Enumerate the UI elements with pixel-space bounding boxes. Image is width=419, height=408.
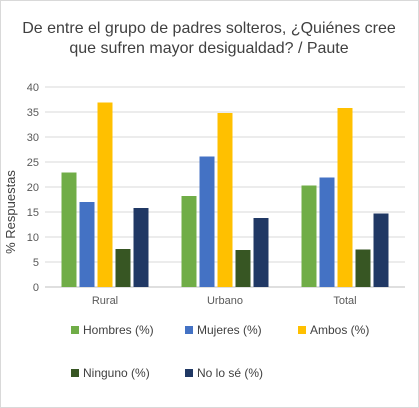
legend-label: Ninguno (%) — [83, 366, 150, 380]
legend-swatch — [185, 369, 193, 377]
bar-urbano-2 — [217, 113, 233, 287]
bar-rural-0 — [61, 172, 77, 287]
bar-total-0 — [301, 185, 317, 287]
legend-label: No lo sé (%) — [197, 366, 263, 380]
bar-rural-1 — [79, 202, 95, 287]
chart-title-line-1: De entre el grupo de padres solteros, ¿Q… — [22, 20, 396, 37]
bar-total-2 — [337, 108, 353, 287]
y-tick-label: 15 — [27, 207, 39, 219]
bar-urbano-4 — [253, 218, 269, 287]
bar-total-1 — [319, 177, 335, 287]
chart-title-line-2: que sufren mayor desigualdad? / Paute — [69, 40, 348, 57]
bar-rural-4 — [133, 208, 149, 287]
y-axis-title: % Respuestas — [3, 170, 18, 254]
x-axis-categories: Rural Urbano Total — [92, 295, 357, 307]
bar-urbano-0 — [181, 196, 197, 287]
bar-urbano-1 — [199, 156, 215, 287]
x-category-label: Rural — [92, 295, 118, 307]
bar-total-3 — [355, 249, 371, 287]
y-tick-label: 35 — [27, 107, 39, 119]
y-tick-label: 40 — [27, 82, 39, 94]
legend-label: Mujeres (%) — [197, 323, 262, 337]
bar-rural-3 — [115, 249, 131, 287]
legend-swatch — [71, 326, 79, 334]
y-axis-ticks: 0 5 10 15 20 25 30 35 40 — [27, 82, 39, 294]
legend-swatch — [71, 369, 79, 377]
y-tick-label: 25 — [27, 157, 39, 169]
bar-total-4 — [373, 213, 389, 287]
y-tick-label: 20 — [27, 182, 39, 194]
x-category-label: Urbano — [207, 295, 243, 307]
chart-title: De entre el grupo de padres solteros, ¿Q… — [22, 20, 396, 57]
y-tick-label: 30 — [27, 132, 39, 144]
legend: Hombres (%) Mujeres (%) Ambos (%) Ninguno (… — [71, 323, 369, 380]
x-category-label: Total — [333, 295, 356, 307]
bars — [61, 102, 389, 287]
bar-rural-2 — [97, 102, 113, 287]
y-tick-label: 5 — [33, 257, 39, 269]
y-tick-label: 10 — [27, 232, 39, 244]
bar-urbano-3 — [235, 250, 251, 287]
legend-swatch — [298, 326, 306, 334]
legend-swatch — [185, 326, 193, 334]
legend-label: Hombres (%) — [83, 323, 154, 337]
y-tick-label: 0 — [33, 282, 39, 294]
legend-label: Ambos (%) — [310, 323, 369, 337]
